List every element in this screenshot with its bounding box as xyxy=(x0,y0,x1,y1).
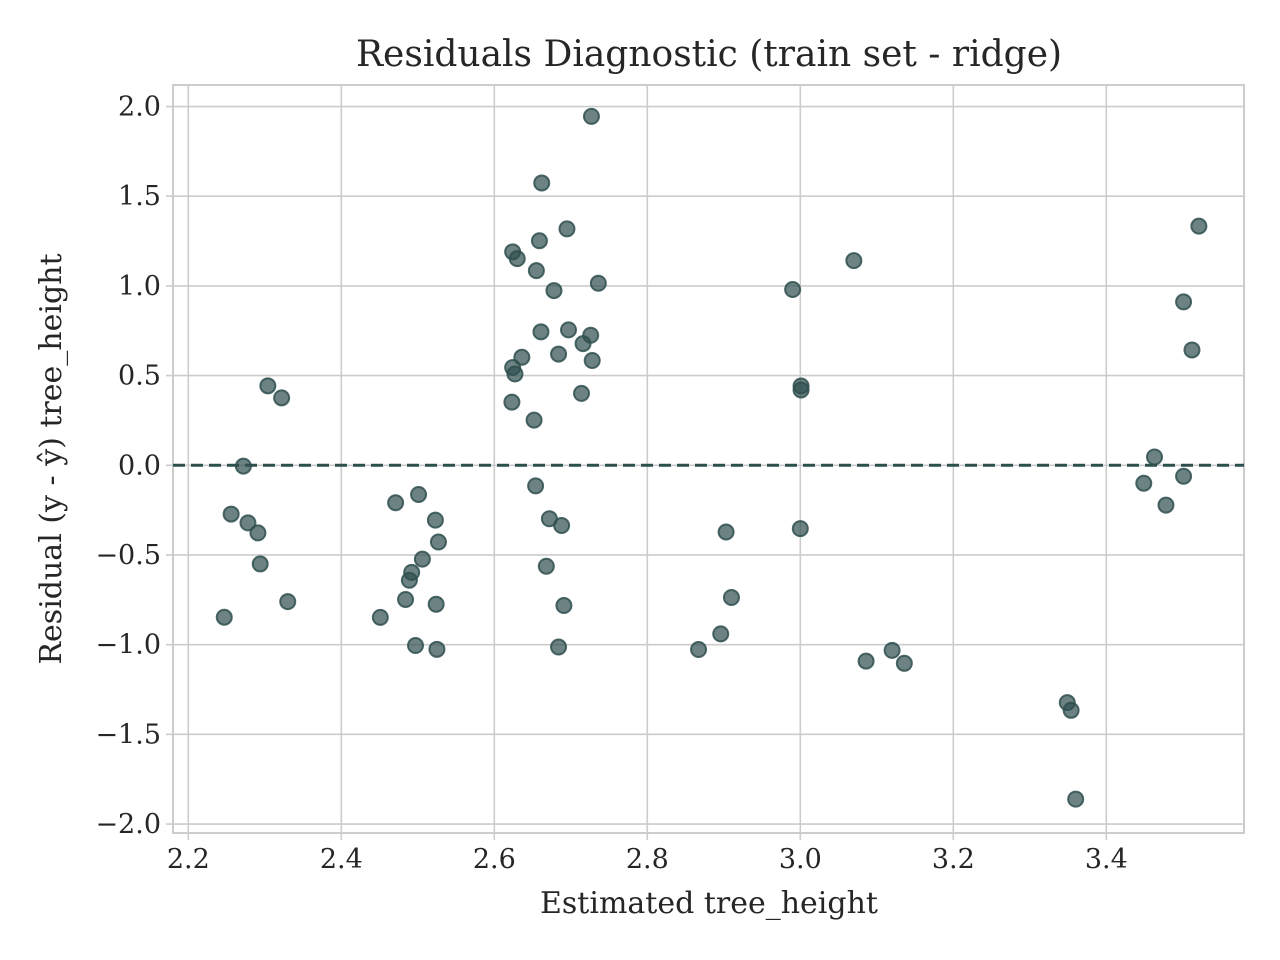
data-point-69 xyxy=(1190,217,1208,235)
data-point-32 xyxy=(533,174,551,192)
data-point-17 xyxy=(426,511,444,529)
data-point-21 xyxy=(503,393,521,411)
data-point-3 xyxy=(239,514,257,532)
y-tick-label-1: 1.5 xyxy=(118,181,161,212)
data-point-25 xyxy=(508,250,526,268)
data-point-13 xyxy=(403,563,421,581)
residual-points xyxy=(215,107,1208,808)
data-point-6 xyxy=(259,377,277,395)
data-point-31 xyxy=(532,323,550,341)
data-point-55 xyxy=(792,381,810,399)
data-point-4 xyxy=(249,524,267,542)
data-point-30 xyxy=(530,232,548,250)
data-point-10 xyxy=(387,494,405,512)
data-point-56 xyxy=(845,252,863,270)
data-point-38 xyxy=(553,517,571,535)
data-point-19 xyxy=(428,640,446,658)
data-point-67 xyxy=(1175,293,1193,311)
data-point-62 xyxy=(1067,790,1085,808)
x-tick-label-0: 2.2 xyxy=(167,844,210,875)
data-point-59 xyxy=(895,654,913,672)
data-point-68 xyxy=(1183,341,1201,359)
data-point-66 xyxy=(1175,467,1193,485)
data-point-8 xyxy=(279,593,297,611)
data-point-45 xyxy=(582,107,600,125)
y-tick-label-3: 0.5 xyxy=(118,361,161,392)
y-tick-label-5: −0.5 xyxy=(95,540,161,571)
y-tick-label-6: −1.0 xyxy=(95,630,161,661)
data-point-41 xyxy=(560,321,578,339)
y-tick-label-7: −1.5 xyxy=(95,719,161,750)
data-point-61 xyxy=(1062,701,1080,719)
data-point-40 xyxy=(558,220,576,238)
data-point-15 xyxy=(410,486,428,504)
data-point-5 xyxy=(251,555,269,573)
data-point-27 xyxy=(525,411,543,429)
x-tick-label-5: 3.2 xyxy=(932,844,975,875)
data-point-36 xyxy=(550,345,568,363)
y-tick-label-0: 2.0 xyxy=(118,92,161,123)
data-point-49 xyxy=(712,625,730,643)
data-point-44 xyxy=(582,326,600,344)
data-point-20 xyxy=(429,533,447,551)
x-tick-label-6: 3.4 xyxy=(1085,844,1128,875)
data-point-16 xyxy=(413,550,431,568)
x-axis-label: Estimated tree_height xyxy=(540,886,878,921)
data-point-58 xyxy=(883,641,901,659)
data-point-28 xyxy=(527,477,545,495)
data-point-29 xyxy=(527,262,545,280)
data-point-9 xyxy=(371,608,389,626)
y-tick-label-2: 1.0 xyxy=(118,271,161,302)
data-point-7 xyxy=(273,389,291,407)
data-point-64 xyxy=(1145,448,1163,466)
x-tick-label-1: 2.4 xyxy=(320,844,363,875)
y-tick-label-4: 0.0 xyxy=(118,450,161,481)
data-point-52 xyxy=(784,280,802,298)
data-point-14 xyxy=(407,637,425,655)
chart-title: Residuals Diagnostic (train set - ridge) xyxy=(356,34,1062,75)
data-point-48 xyxy=(690,640,708,658)
data-point-57 xyxy=(857,652,875,670)
data-point-2 xyxy=(234,457,252,475)
data-point-50 xyxy=(717,523,735,541)
x-tick-label-3: 2.8 xyxy=(626,844,669,875)
data-point-33 xyxy=(537,557,555,575)
grid-lines xyxy=(173,85,1244,833)
data-point-0 xyxy=(215,608,233,626)
data-point-46 xyxy=(583,352,601,370)
data-point-11 xyxy=(397,590,415,608)
data-point-35 xyxy=(545,282,563,300)
y-tick-label-8: −2.0 xyxy=(95,809,161,840)
data-point-63 xyxy=(1135,474,1153,492)
x-tick-label-4: 3.0 xyxy=(779,844,822,875)
data-point-53 xyxy=(791,520,809,538)
data-point-65 xyxy=(1157,496,1175,514)
data-point-39 xyxy=(555,597,573,615)
plot-frame xyxy=(172,84,1245,834)
data-point-18 xyxy=(427,595,445,613)
data-point-1 xyxy=(222,505,240,523)
data-point-42 xyxy=(573,384,591,402)
data-point-47 xyxy=(589,274,607,292)
y-axis-label: Residual (y - ŷ) tree_height xyxy=(34,253,69,664)
data-point-26 xyxy=(513,348,531,366)
data-point-24 xyxy=(506,365,524,383)
data-point-51 xyxy=(722,588,740,606)
x-tick-label-2: 2.6 xyxy=(473,844,516,875)
data-point-37 xyxy=(550,638,568,656)
axis-ticks: 2.2 2.4 2.6 2.8 3.0 3.2 3.4 2.0 1.5 1.0 0.5 0.0 −0.5… xyxy=(95,92,1127,875)
